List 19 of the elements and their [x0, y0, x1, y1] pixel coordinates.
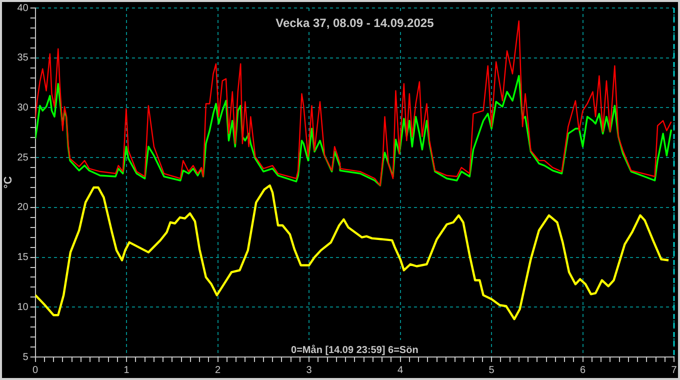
y-tick-label: 30	[17, 102, 29, 114]
x-tick-label: 7	[671, 364, 678, 376]
y-tick-label: 5	[22, 352, 29, 363]
y-tick-label: 20	[17, 202, 29, 214]
y-tick-label: 35	[17, 52, 29, 64]
x-tick-label: 1	[124, 364, 130, 376]
annotation: 0=Mån [14.09 23:59] 6=Sön	[291, 344, 418, 356]
x-tick-label: 0	[32, 364, 39, 376]
y-tick-label: 10	[17, 302, 29, 313]
text: Vecka 37, 08.09 - 14.09.2025	[276, 16, 434, 30]
x-tick-label: 6	[580, 364, 586, 376]
y-tick-label: 15	[17, 252, 29, 264]
y-tick-label: 40	[17, 2, 29, 14]
y-tick-label: 25	[17, 152, 29, 164]
x-tick-label: 3	[306, 364, 312, 376]
x-tick-label: 2	[215, 364, 222, 376]
x-tick-label: 4	[398, 364, 404, 376]
x-tick-label: 5	[488, 364, 495, 376]
y-axis-title: °C	[2, 176, 15, 189]
